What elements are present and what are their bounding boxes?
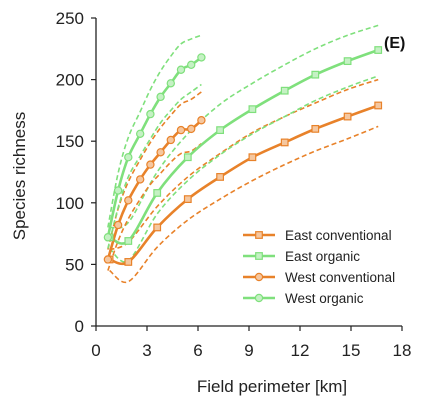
west-organic-ci-upper: [107, 34, 202, 228]
legend-marker-west-conventional: [254, 272, 264, 282]
east-conventional-ci-lower: [109, 125, 379, 284]
west-organic-point-2: [124, 153, 133, 162]
east-conventional-point-6: [280, 138, 289, 147]
west-organic-point-3: [135, 129, 145, 139]
east-organic-line: [109, 48, 379, 245]
east-organic-ci-upper: [109, 24, 379, 229]
east-organic-point-1: [124, 237, 133, 245]
x-tick-label-3: 9: [244, 341, 253, 360]
east-conventional-point-2: [153, 223, 162, 232]
west-conventional-point-9: [197, 116, 206, 125]
west-conventional-point-8: [186, 124, 196, 134]
west-conventional-line: [106, 119, 203, 260]
west-organic-line: [106, 56, 203, 238]
confidence-bands: [107, 24, 379, 284]
x-tick-label-6: 18: [393, 341, 412, 360]
east-conventional-point-4: [216, 173, 225, 181]
east-conventional-point-1: [124, 258, 133, 266]
west-organic-point-7: [176, 65, 186, 74]
east-conventional-point-5: [248, 153, 257, 162]
x-tick-label-4: 12: [291, 341, 310, 360]
east-organic-point-9: [374, 46, 383, 54]
legend-label-east-conventional: East conventional: [285, 228, 392, 243]
west-conventional-point-6: [166, 135, 175, 145]
west-organic-point-1: [113, 186, 123, 195]
y-tick-label-3: 150: [56, 132, 84, 151]
east-organic-point-4: [216, 126, 225, 135]
west-organic-point-6: [166, 79, 175, 88]
west-organic-point-4: [146, 109, 155, 119]
east-conventional-point-7: [311, 124, 320, 133]
legend-marker-west-organic: [254, 293, 264, 303]
x-axis-title: Field perimeter [km]: [197, 377, 347, 396]
east-conventional-line: [109, 104, 379, 266]
west-organic-point-8: [186, 60, 196, 70]
panel-label: (E): [384, 35, 405, 52]
west-conventional-point-0: [103, 255, 113, 264]
legend-label-west-organic: West organic: [285, 291, 364, 306]
east-organic-point-8: [343, 57, 352, 66]
east-conventional-point-9: [374, 101, 383, 110]
west-organic-point-0: [103, 233, 113, 242]
series-markers: [103, 46, 383, 266]
y-axis-title: Species richness: [10, 112, 29, 241]
west-organic-point-9: [197, 53, 206, 62]
y-tick-label-2: 100: [56, 194, 84, 213]
east-conventional-ci-upper: [109, 78, 379, 251]
legend-label-east-organic: East organic: [285, 249, 360, 264]
y-tick-label-4: 200: [56, 71, 84, 90]
east-organic-point-6: [280, 86, 289, 95]
west-conventional-ci-lower: [107, 143, 202, 271]
legend: East conventional East organic West conven…: [243, 228, 395, 306]
east-conventional-point-3: [183, 195, 192, 204]
y-tick-label-0: 0: [75, 317, 84, 336]
west-conventional-point-2: [124, 196, 133, 205]
legend-label-west-conventional: West conventional: [285, 270, 395, 285]
y-tick-label-1: 50: [65, 255, 84, 274]
west-conventional-point-3: [135, 175, 145, 184]
east-organic-point-3: [183, 153, 192, 162]
x-tick-label-2: 6: [193, 341, 202, 360]
west-organic-point-5: [156, 92, 165, 102]
east-organic-point-7: [311, 70, 320, 79]
y-tick-label-5: 250: [56, 9, 84, 28]
west-conventional-point-4: [146, 160, 155, 169]
series-lines: [106, 48, 379, 266]
east-organic-ci-lower: [109, 75, 379, 263]
west-conventional-ci-upper: [107, 91, 202, 250]
west-conventional-point-5: [156, 148, 165, 157]
x-tick-label-1: 3: [142, 341, 151, 360]
east-organic-point-2: [153, 189, 162, 197]
west-conventional-point-1: [113, 220, 123, 230]
legend-marker-east-organic: [255, 252, 263, 260]
west-organic-ci-lower: [107, 83, 202, 249]
west-conventional-point-7: [176, 125, 186, 135]
legend-marker-east-conventional: [255, 231, 263, 239]
x-tick-label-0: 0: [91, 341, 100, 360]
ticks: 0 3 6 9 12 15 18 0 50 100 150 200 250: [56, 9, 412, 360]
east-conventional-point-8: [343, 112, 352, 121]
x-tick-label-5: 15: [342, 341, 361, 360]
east-organic-point-5: [248, 105, 257, 114]
